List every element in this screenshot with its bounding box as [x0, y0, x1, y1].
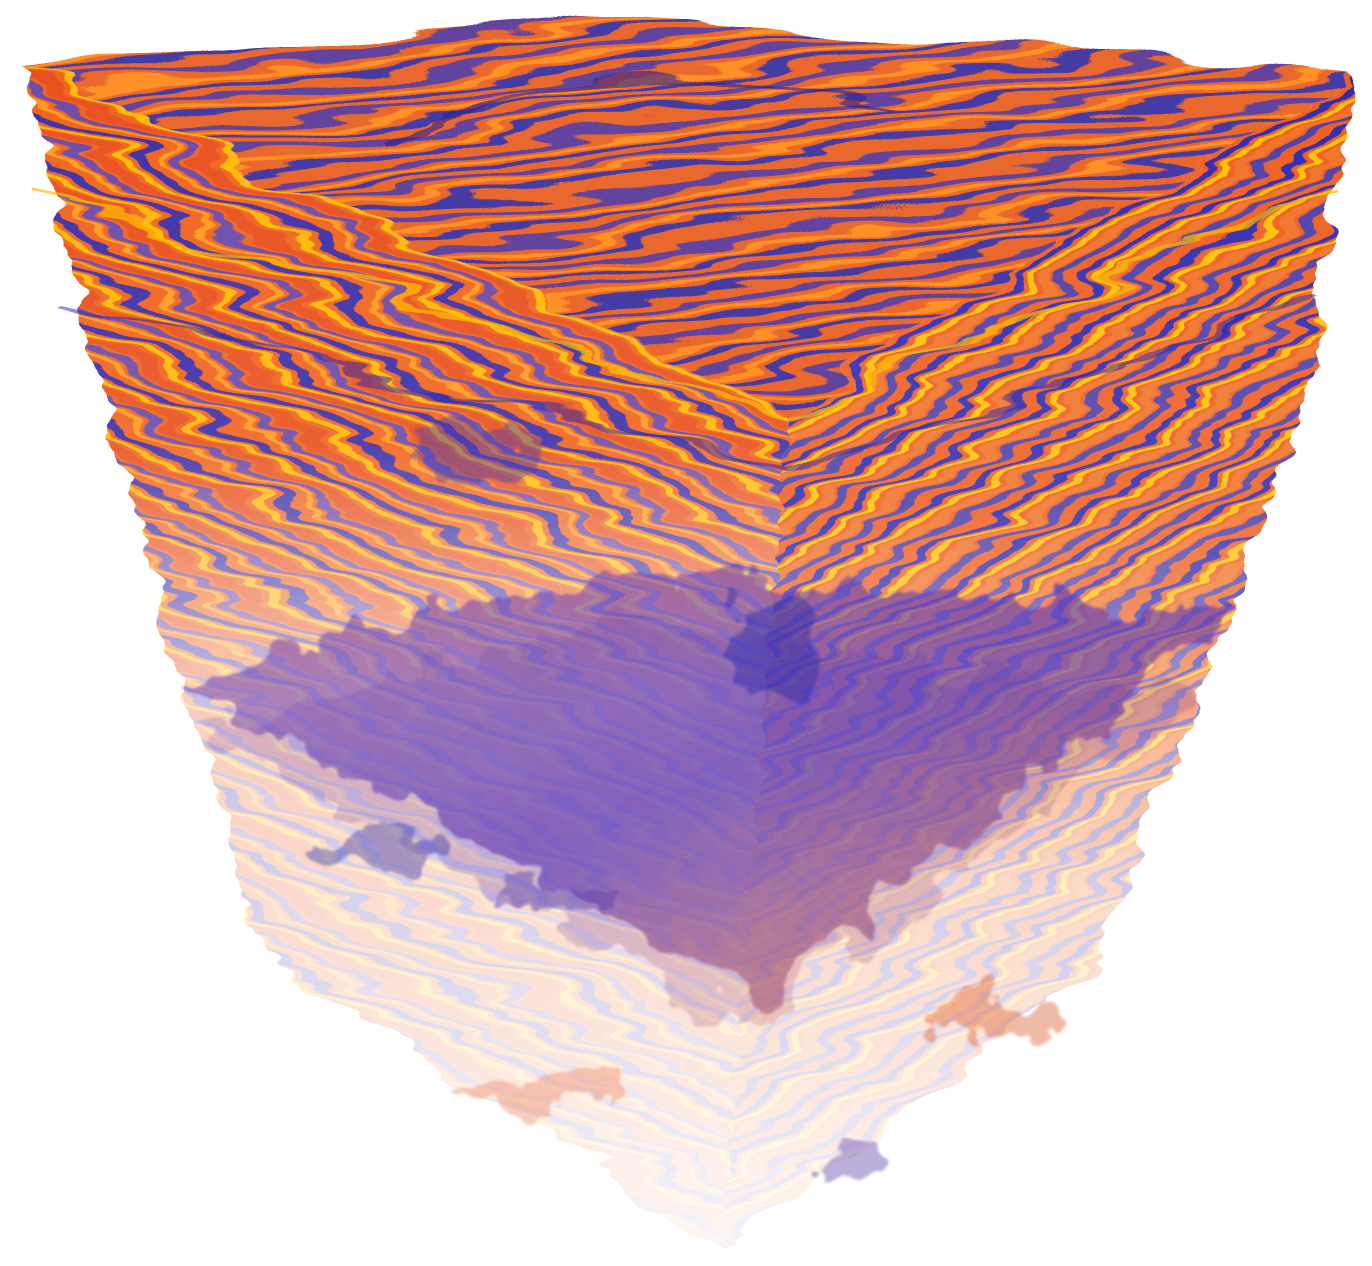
horizon	[29, 187, 1341, 418]
horizon	[59, 297, 1321, 473]
top-face	[20, 15, 1350, 410]
blobs	[310, 430, 1080, 1178]
dome-edge	[378, 73, 891, 143]
depth-slice	[200, 620, 1200, 1030]
